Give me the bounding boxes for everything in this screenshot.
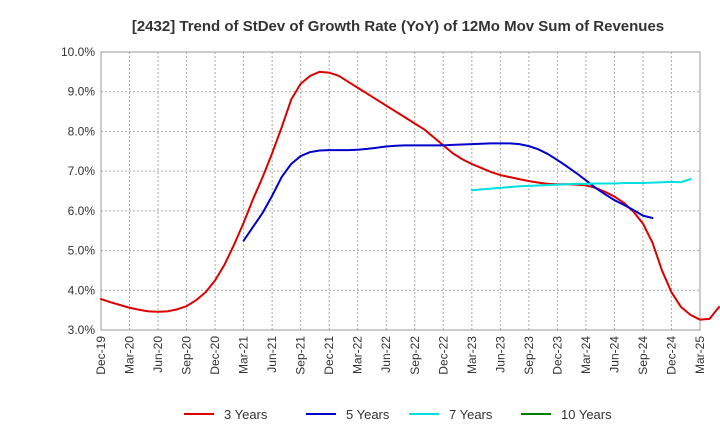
x-tick-label: Jun-22 — [379, 336, 393, 373]
series-line-3-years — [100, 70, 720, 321]
x-tick-label: Dec-22 — [436, 336, 450, 375]
y-axis: 3.0% 4.0% 5.0% 6.0% 7.0% 8.0% 9.0% 10.0% — [61, 45, 95, 337]
series-line-5-years — [242, 142, 654, 242]
chart-title: [2432] Trend of StDev of Growth Rate (Yo… — [132, 18, 664, 35]
x-tick-label: Dec-24 — [664, 336, 678, 375]
x-tick-label: Jun-24 — [607, 336, 621, 373]
x-tick-label: Sep-23 — [522, 336, 536, 375]
x-tick-label: Dec-23 — [550, 336, 564, 375]
x-tick-label: Jun-23 — [493, 336, 507, 373]
x-tick-label: Sep-24 — [636, 336, 650, 375]
plot-frame — [100, 51, 701, 331]
x-tick-label: Mar-20 — [123, 336, 137, 374]
y-tick-label: 4.0% — [68, 283, 96, 297]
x-tick-label: Dec-19 — [94, 336, 108, 375]
y-tick-label: 6.0% — [68, 204, 96, 218]
x-tick-label: Mar-25 — [693, 336, 707, 374]
x-tick-label: Mar-23 — [465, 336, 479, 374]
x-tick-label: Dec-20 — [208, 336, 222, 375]
y-tick-label: 9.0% — [68, 85, 96, 99]
y-tick-label: 8.0% — [68, 124, 96, 138]
x-tick-label: Mar-24 — [579, 336, 593, 374]
x-tick-label: Dec-21 — [322, 336, 336, 375]
x-tick-label: Mar-21 — [237, 336, 251, 374]
x-tick-label: Jun-20 — [151, 336, 165, 373]
grid — [101, 52, 700, 330]
x-tick-label: Sep-20 — [180, 336, 194, 375]
y-tick-label: 5.0% — [68, 244, 96, 258]
y-tick-label: 10.0% — [61, 45, 95, 59]
series-group — [100, 70, 720, 321]
legend-label-3-years: 3 Years — [224, 407, 268, 422]
y-tick-label: 7.0% — [68, 164, 96, 178]
y-tick-label: 3.0% — [68, 323, 96, 337]
legend: 3 Years 5 Years 7 Years 10 Years — [184, 407, 612, 422]
x-axis: Dec-19 Mar-20 Jun-20 Sep-20 Dec-20 Mar-21 Jun-… — [94, 336, 707, 375]
legend-label-10-years: 10 Years — [561, 407, 612, 422]
legend-label-7-years: 7 Years — [449, 407, 493, 422]
x-tick-label: Sep-21 — [294, 336, 308, 375]
legend-label-5-years: 5 Years — [346, 407, 390, 422]
x-tick-label: Sep-22 — [408, 336, 422, 375]
x-tick-label: Jun-21 — [265, 336, 279, 373]
series-line-7-years — [470, 178, 692, 192]
x-tick-label: Mar-22 — [351, 336, 365, 374]
